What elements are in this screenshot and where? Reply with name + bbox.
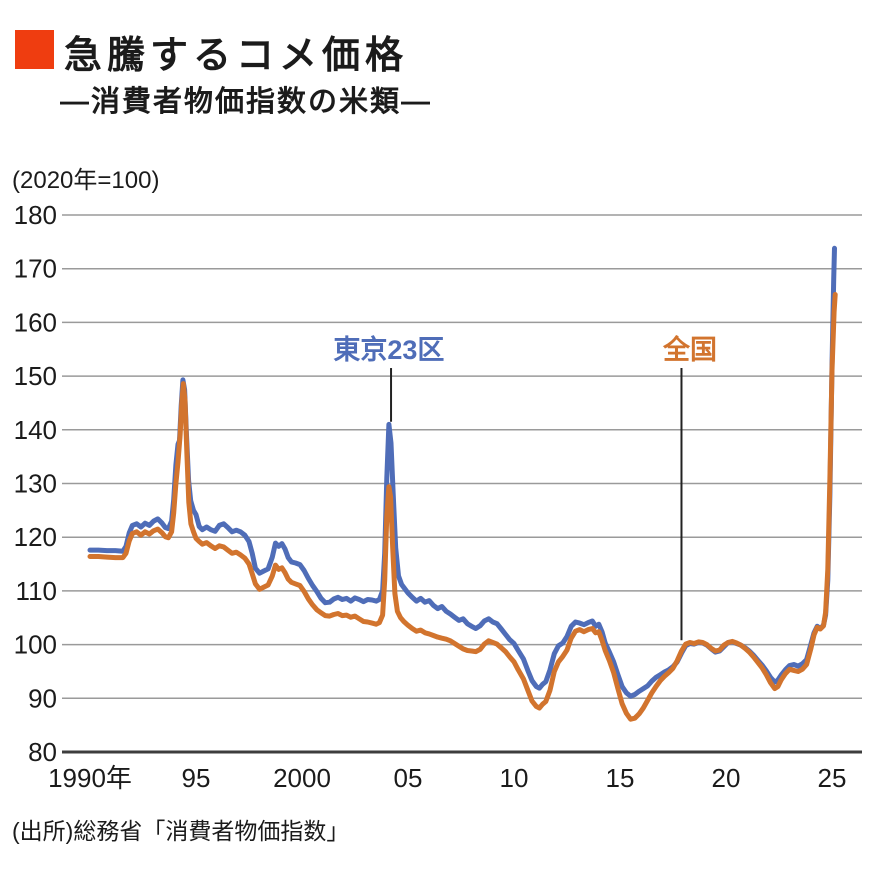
x-tick-label: 2000 <box>273 763 331 793</box>
y-tick-label: 160 <box>14 307 57 337</box>
annotation-label-zenkoku: 全国 <box>662 334 717 365</box>
y-tick-label: 100 <box>14 630 57 660</box>
y-tick-label: 170 <box>14 254 57 284</box>
y-tick-label: 140 <box>14 415 57 445</box>
x-tick-label: 1990年 <box>48 763 132 793</box>
series-line-tokyo23 <box>87 245 837 699</box>
series-line-zenkoku <box>87 292 838 722</box>
x-tick-label: 10 <box>500 763 529 793</box>
y-tick-label: 180 <box>14 200 57 230</box>
title-accent-square <box>15 30 54 69</box>
y-tick-label: 110 <box>16 576 57 606</box>
y-tick-label: 90 <box>28 683 57 713</box>
y-tick-label: 150 <box>14 361 57 391</box>
annotation-label-tokyo23: 東京23区 <box>333 334 444 365</box>
y-tick-label: 120 <box>14 522 57 552</box>
x-tick-label: 15 <box>606 763 635 793</box>
x-tick-label: 25 <box>818 763 847 793</box>
y-tick-label: 130 <box>14 469 57 499</box>
chart-subtitle: ―消費者物価指数の米類― <box>60 86 433 118</box>
page-title: 急騰するコメ価格 <box>64 35 409 77</box>
axis-unit-note: (2020年=100) <box>12 167 160 194</box>
source-note: (出所)総務省「消費者物価指数」 <box>12 818 350 844</box>
x-tick-label: 20 <box>712 763 741 793</box>
x-tick-label: 05 <box>394 763 423 793</box>
y-tick-label: 80 <box>28 737 57 767</box>
x-tick-label: 95 <box>182 763 211 793</box>
